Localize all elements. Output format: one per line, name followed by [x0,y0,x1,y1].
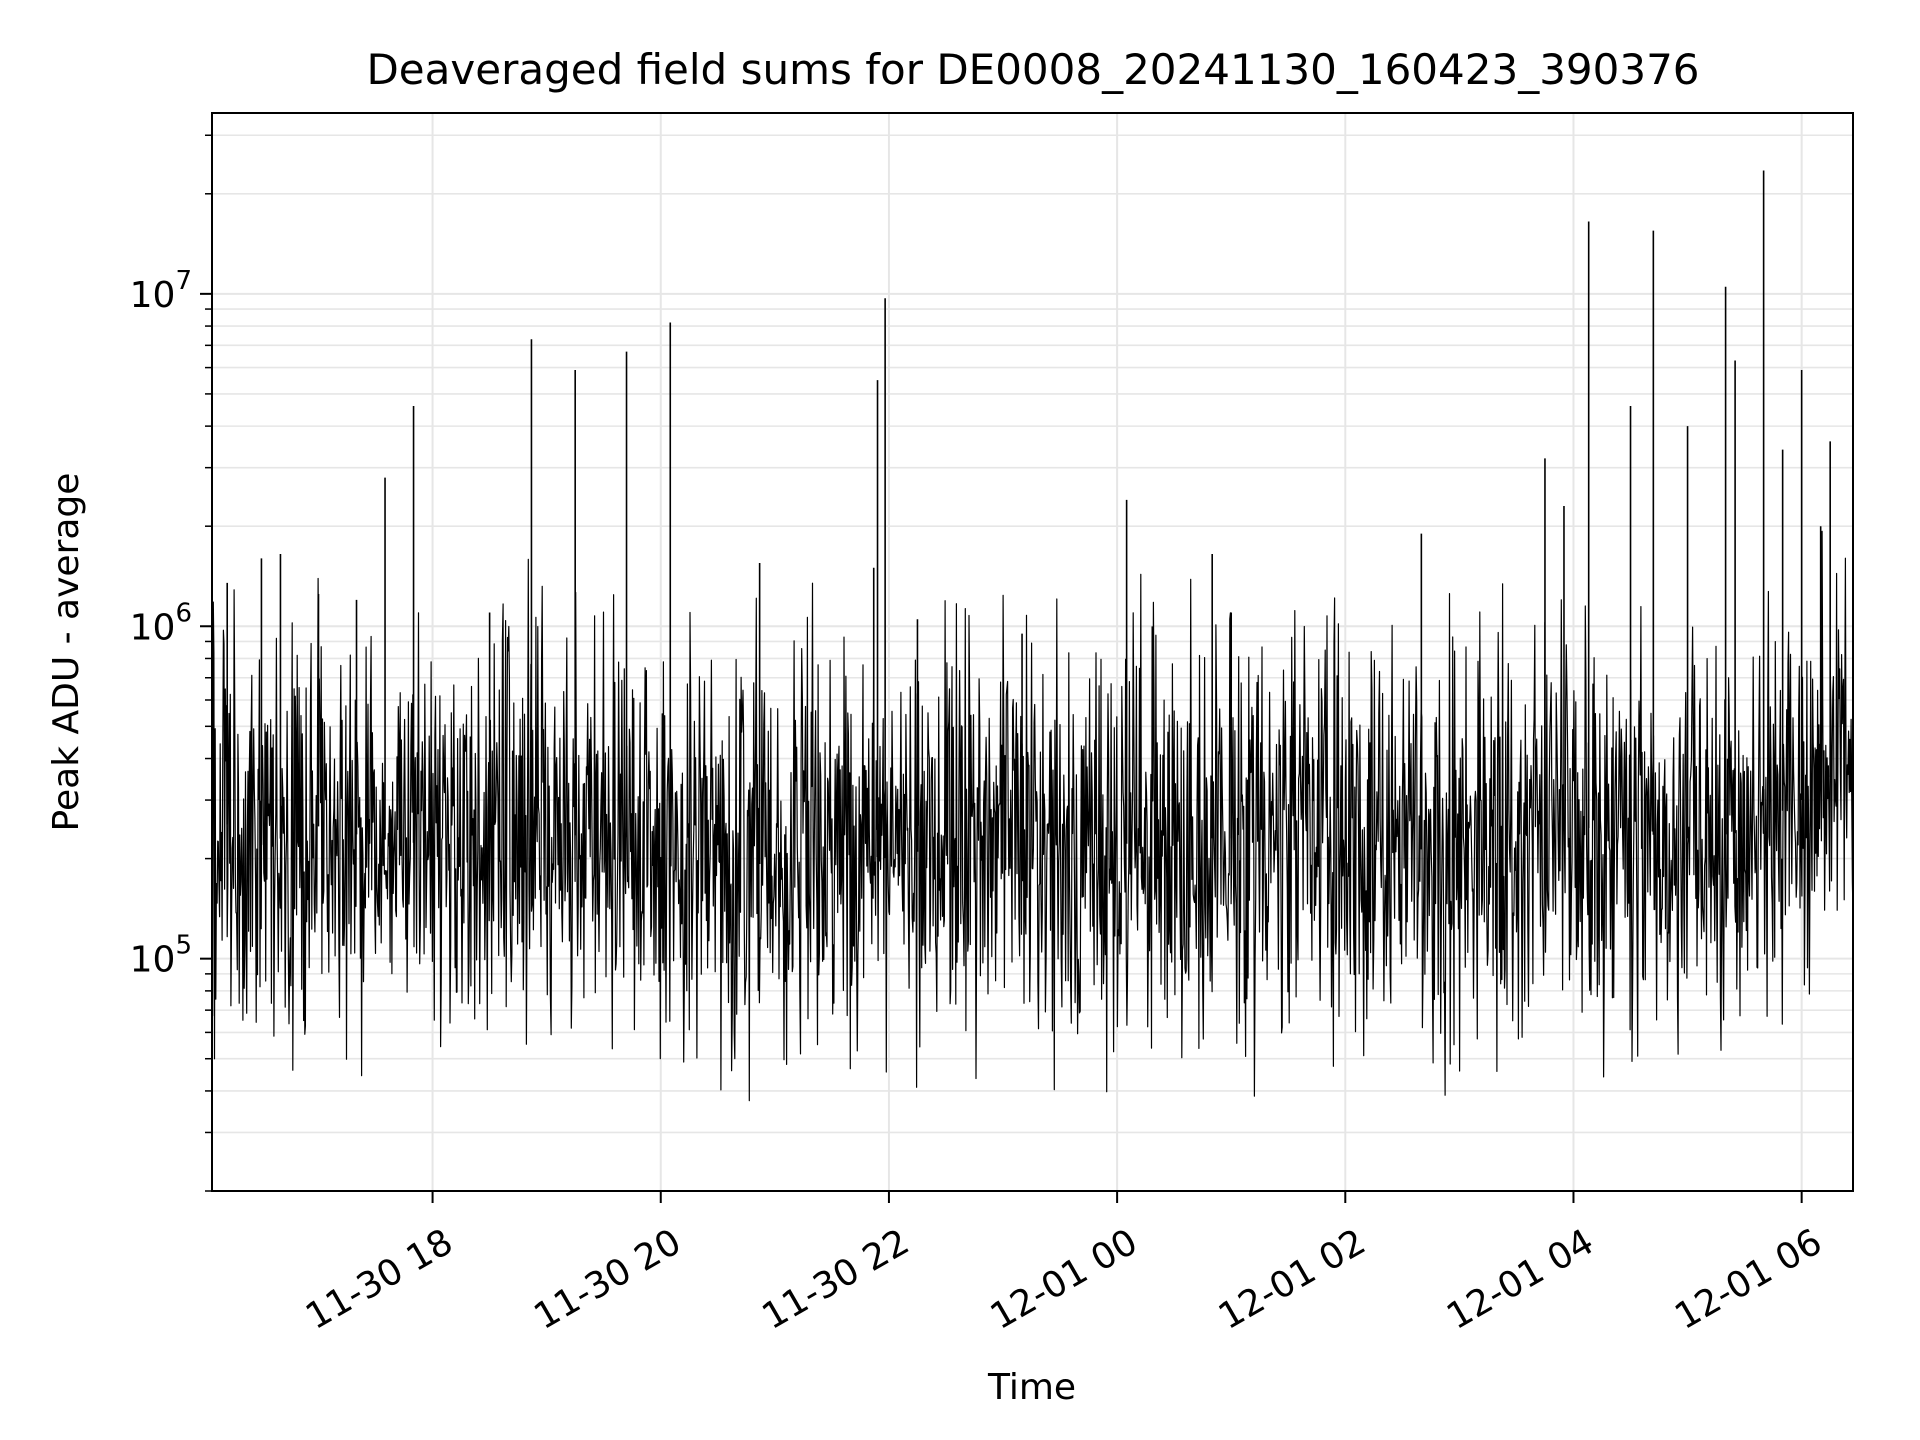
spike-layer [226,170,1831,865]
series-layer [211,530,1854,1102]
y-axis-ticks: 105 106 107 [130,134,212,1192]
series-line [211,530,1854,1102]
y-tick-label: 106 [130,598,192,648]
y-tick-label: 107 [130,266,192,316]
chart-title: Deaveraged field sums for DE0008_2024113… [366,45,1699,94]
plot-area-frame [211,112,1854,1192]
y-tick-label: 105 [130,931,192,981]
y-axis-label: Peak ADU - average [46,473,87,832]
x-axis-label: Time [987,1367,1076,1408]
